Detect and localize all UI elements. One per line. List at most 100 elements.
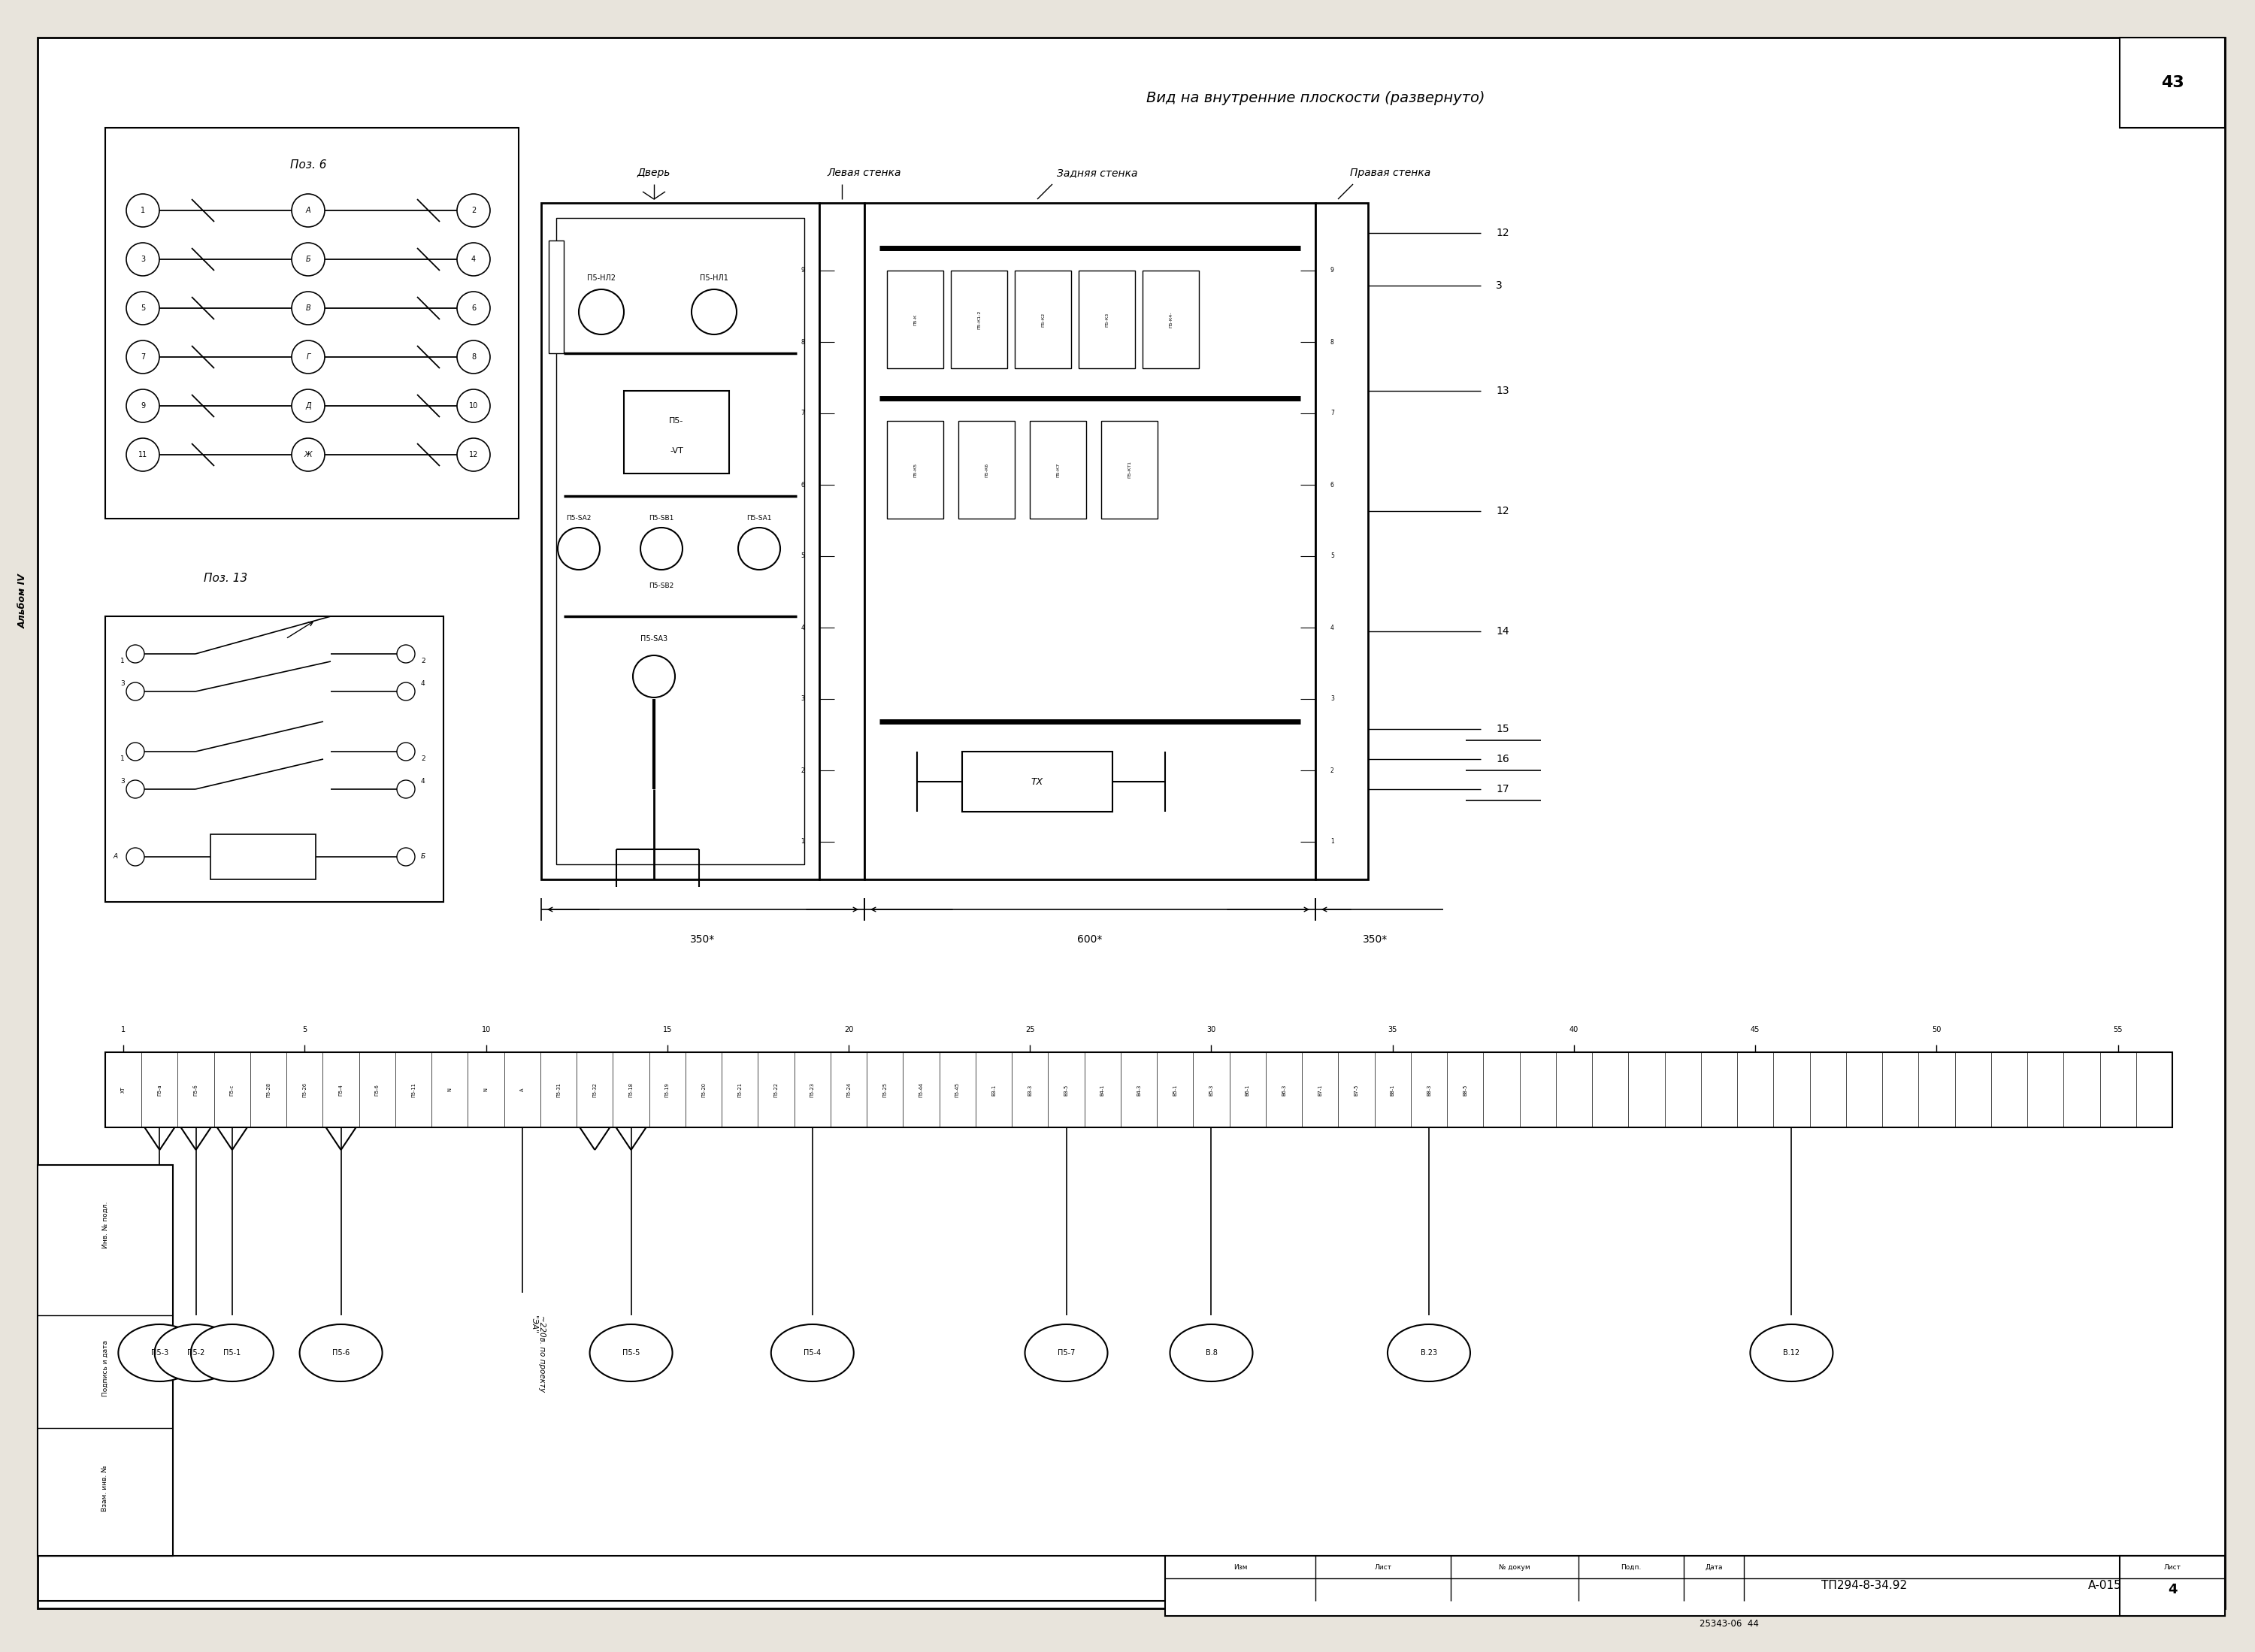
Text: П5-К2: П5-К2 — [1042, 312, 1044, 327]
Text: П5-18: П5-18 — [629, 1082, 634, 1097]
Text: П5-4: П5-4 — [338, 1084, 343, 1095]
Text: 55: 55 — [2113, 1026, 2122, 1034]
Text: П5-20: П5-20 — [701, 1082, 706, 1097]
Text: 11: 11 — [138, 451, 147, 459]
Text: П5-11: П5-11 — [410, 1082, 415, 1097]
Text: П5-К4-: П5-К4- — [1168, 311, 1173, 327]
Text: 7: 7 — [1330, 410, 1335, 416]
Text: Инв. № подл.: Инв. № подл. — [101, 1201, 108, 1249]
Ellipse shape — [591, 1325, 672, 1381]
Text: 1: 1 — [1330, 839, 1335, 846]
Text: 10: 10 — [480, 1026, 492, 1034]
Bar — [819, 203, 864, 879]
Circle shape — [458, 438, 489, 471]
Text: 25343-06  44: 25343-06 44 — [1700, 1619, 1759, 1629]
Ellipse shape — [1750, 1325, 1833, 1381]
Text: 7: 7 — [801, 410, 805, 416]
Text: 350*: 350* — [690, 935, 715, 945]
Text: -VT: -VT — [670, 448, 683, 454]
Text: 6: 6 — [801, 481, 805, 487]
Circle shape — [458, 340, 489, 373]
Text: П5-а: П5-а — [158, 1084, 162, 1095]
Circle shape — [640, 527, 683, 570]
Text: Дата: Дата — [1705, 1564, 1723, 1571]
Text: В6-1: В6-1 — [1245, 1084, 1249, 1095]
Circle shape — [580, 289, 625, 334]
Circle shape — [397, 742, 415, 760]
Text: 45: 45 — [1750, 1026, 1759, 1034]
Text: 1: 1 — [120, 657, 124, 664]
Bar — [106, 1052, 2172, 1127]
Text: № докум: № докум — [1500, 1564, 1531, 1571]
Ellipse shape — [192, 1325, 273, 1381]
Text: П5-26: П5-26 — [302, 1082, 307, 1097]
Text: П5-SB2: П5-SB2 — [649, 583, 674, 590]
Text: А-015: А-015 — [2088, 1581, 2122, 1591]
Text: Поз. 13: Поз. 13 — [203, 573, 248, 585]
Text: П5-1: П5-1 — [223, 1350, 241, 1356]
Text: П5-22: П5-22 — [773, 1082, 778, 1097]
Text: П5-НЛ1: П5-НЛ1 — [699, 274, 728, 282]
Circle shape — [291, 438, 325, 471]
Bar — [1100, 421, 1157, 519]
Text: 350*: 350* — [1362, 935, 1389, 945]
Text: 14: 14 — [1495, 626, 1509, 636]
Text: П5-К: П5-К — [913, 314, 918, 325]
Text: 20: 20 — [843, 1026, 852, 1034]
Text: П5-SB1: П5-SB1 — [649, 515, 674, 522]
Circle shape — [737, 527, 780, 570]
Text: 8: 8 — [1330, 339, 1335, 345]
Text: ТХ: ТХ — [1031, 776, 1044, 786]
Text: П5-К7: П5-К7 — [1055, 463, 1060, 477]
Text: ~220в. по проекту
"ЭА": ~220в. по проекту "ЭА" — [530, 1315, 546, 1393]
Text: 4: 4 — [422, 778, 426, 785]
Text: 43: 43 — [2160, 74, 2183, 91]
Text: 2: 2 — [422, 755, 426, 763]
Text: 6: 6 — [1330, 481, 1335, 487]
Bar — [541, 203, 819, 879]
Text: ТП294-8-34.92: ТП294-8-34.92 — [1822, 1581, 1908, 1591]
Text: 3: 3 — [140, 256, 144, 263]
Bar — [106, 127, 519, 519]
Text: П5-КТ1: П5-КТ1 — [1128, 461, 1132, 479]
Text: Альбом IV: Альбом IV — [18, 573, 27, 629]
Circle shape — [458, 292, 489, 325]
Circle shape — [692, 289, 737, 334]
Circle shape — [126, 644, 144, 662]
Text: 600*: 600* — [1078, 935, 1103, 945]
Text: 4: 4 — [422, 681, 426, 687]
Text: 12: 12 — [1495, 228, 1509, 238]
Circle shape — [458, 390, 489, 423]
Circle shape — [126, 742, 144, 760]
Text: 2: 2 — [471, 207, 476, 215]
Bar — [625, 392, 728, 474]
Text: В4-3: В4-3 — [1137, 1084, 1141, 1095]
Bar — [963, 752, 1112, 811]
Text: П5-5: П5-5 — [622, 1350, 640, 1356]
Text: П5-32: П5-32 — [593, 1082, 598, 1097]
Text: 15: 15 — [1495, 724, 1509, 733]
Text: N: N — [485, 1089, 489, 1092]
Text: П5-4: П5-4 — [803, 1350, 821, 1356]
Text: 9: 9 — [140, 401, 144, 410]
Text: А: А — [307, 207, 311, 215]
Text: Левая стенка: Левая стенка — [828, 167, 902, 178]
Text: 30: 30 — [1206, 1026, 1215, 1034]
Circle shape — [126, 243, 160, 276]
Text: Поз. 6: Поз. 6 — [291, 160, 327, 172]
Bar — [2120, 1556, 2226, 1616]
Bar — [1078, 271, 1134, 368]
Text: П5-3: П5-3 — [151, 1350, 169, 1356]
Bar — [1015, 271, 1071, 368]
Text: В5-1: В5-1 — [1173, 1084, 1177, 1095]
Text: Б: Б — [422, 854, 426, 861]
Text: 2: 2 — [422, 657, 426, 664]
Text: П5-б: П5-б — [194, 1084, 198, 1095]
Text: 10: 10 — [469, 401, 478, 410]
Bar — [1315, 203, 1369, 879]
Text: 3: 3 — [1495, 281, 1502, 291]
Circle shape — [291, 292, 325, 325]
Bar — [864, 203, 1315, 879]
Text: 13: 13 — [1495, 385, 1509, 396]
Ellipse shape — [1026, 1325, 1107, 1381]
